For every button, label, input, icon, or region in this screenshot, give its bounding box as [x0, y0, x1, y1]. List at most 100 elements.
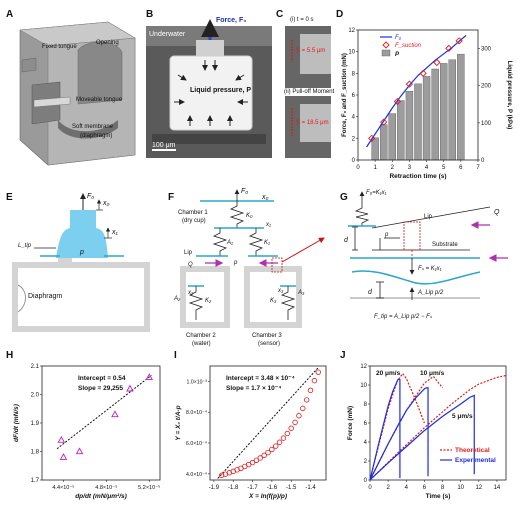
- label-f-p: p: [233, 260, 238, 266]
- x-tick-label: 6: [459, 165, 463, 171]
- x-axis-label: Time (s): [426, 493, 451, 500]
- point-fsuction: [419, 69, 427, 77]
- y2-tick-label: 0: [481, 158, 485, 164]
- y-tick-label: 1.0×10⁻³: [187, 379, 208, 385]
- annotation-slope: Slope = 29,255: [78, 385, 123, 392]
- label-f-x0: x₀: [261, 194, 269, 201]
- x-tick-label: 12: [475, 485, 482, 491]
- label-force: Force, F₀: [216, 17, 246, 24]
- data-point: [296, 413, 302, 419]
- x-tick-label: -1.4: [305, 485, 316, 491]
- label-e-x0: x₀: [102, 200, 110, 207]
- label-e-ltip: L_tip: [18, 243, 32, 249]
- bar-p: [371, 137, 379, 161]
- data-point: [145, 373, 154, 381]
- label-f-k1: K₁: [264, 240, 270, 246]
- panel-label-c: C: [276, 9, 283, 20]
- annotation-20: 20 μm/s: [376, 370, 401, 377]
- label-s-top: S = 5.5 μm: [296, 48, 325, 54]
- panel-label-a: A: [6, 9, 13, 20]
- fit-line: [56, 374, 152, 450]
- annotation-5: 5 μm/s: [452, 413, 473, 420]
- x-tick-label: 5: [442, 165, 446, 171]
- plot-frame: [209, 365, 327, 481]
- label-f-x2: x₂: [187, 290, 194, 296]
- label-soft-membrane: Soft membrane: [72, 124, 114, 130]
- label-diaphragm: (diaphragm): [80, 133, 112, 139]
- panel-label-d: D: [336, 9, 343, 20]
- label-f-chamber1: Chamber 1: [178, 210, 208, 216]
- y-tick-label: 2.0: [31, 393, 40, 399]
- y-axis-label: Y = X₀ t/A-p: [175, 405, 182, 440]
- label-g-d: d: [344, 237, 349, 244]
- label-f-chamber2-sub: (water): [192, 341, 211, 347]
- point-fsuction: [380, 118, 388, 126]
- label-f-a3: A₃: [297, 290, 305, 296]
- data-point: [292, 419, 298, 426]
- label-t0: (i) t = 0 s: [290, 17, 314, 23]
- label-f-x3: x₃: [277, 288, 284, 294]
- label-f-chamber3-sub: (sensor): [258, 341, 280, 347]
- data-point: [249, 459, 256, 466]
- label-f-k3: K₃: [270, 298, 277, 304]
- annotation-slope: Slope = 1.7 × 10⁻⁴: [226, 385, 281, 392]
- label-f-x1: x₁: [265, 222, 271, 228]
- bar-p: [422, 76, 431, 161]
- panel-e: E F₀ x₀ x₁ L_tip p Diaphragm: [6, 192, 150, 332]
- bar-p: [440, 63, 448, 161]
- data-point: [57, 435, 66, 443]
- label-g-eq-top: F₀=K₁x₁: [366, 190, 387, 196]
- panel-label-j: J: [340, 350, 346, 361]
- x-tick-label: -1.9: [209, 485, 220, 491]
- panel-f: F F₀ x₀ K₀: [168, 188, 325, 347]
- data-point: [300, 405, 306, 412]
- legend-experimental-label: Experimental: [455, 457, 496, 464]
- annotation-intercept: Intercept = 0.54: [78, 375, 126, 382]
- pressure-arrows: [174, 60, 248, 126]
- y2-tick-label: 300: [481, 47, 492, 53]
- y-tick-label: 6.0×10⁻⁴: [186, 441, 207, 447]
- panel-label-e: E: [6, 192, 13, 203]
- schematic-g: [348, 191, 508, 300]
- y-tick-label: 4: [364, 440, 368, 446]
- point-fsuction: [405, 80, 414, 88]
- label-pull-off: (ii) Pull-off Moment: [284, 89, 335, 95]
- x-tick-label: 14: [494, 485, 501, 491]
- data-point: [273, 443, 279, 449]
- label-g-ftip: F_tip = A_Lip p/2 − Fₛ: [374, 314, 433, 320]
- label-f-k2: K₂: [205, 298, 212, 304]
- bar-p: [431, 68, 439, 161]
- x-tick-label: 2: [391, 165, 395, 171]
- y-axis-label-left: Force, F₀ and F_suction (mN): [342, 53, 348, 137]
- label-s-bottom: S = 18.5 μm: [296, 120, 329, 126]
- x-tick-label: 4: [405, 485, 409, 491]
- chart-j: 0 2 4 6 8 10 12 14 0 2 4 6 8 10 12 20 μm/s 10 μm/s 5 μm/s…: [347, 364, 507, 500]
- legend-f0-label: F₀: [395, 35, 402, 41]
- data-point: [261, 452, 267, 459]
- y-tick-label: 2.1: [31, 364, 40, 370]
- y-tick-label: 1.8: [31, 450, 40, 456]
- bar-p: [380, 124, 388, 161]
- x-tick-label: 1: [373, 165, 377, 171]
- y-tick-label: 4: [352, 115, 356, 121]
- label-g-substrate: Substrate: [432, 242, 458, 248]
- data-point: [111, 410, 119, 418]
- x-tick-label: -1.7: [247, 485, 258, 491]
- point-fsuction: [368, 134, 376, 142]
- point-fsuction: [445, 44, 453, 53]
- label-underwater: Underwater: [149, 31, 186, 38]
- label-g-lip: Lip: [424, 214, 433, 220]
- data-point: [311, 377, 318, 384]
- label-e-x1: x₁: [111, 229, 119, 236]
- data-point: [288, 425, 294, 431]
- panel-j: J 0 2 4 6 8 10 12 14 0 2 4 6 8 10 12 20 μm/s 10 μm/s 5 μm…: [340, 350, 507, 500]
- y-tick-label: 4.0×10⁻⁴: [186, 472, 207, 478]
- panel-h: H 4.4×10⁻⁵ 4.8×10⁻⁵ 5.2×10⁻⁵ 1.7 1.8 1.9 2.0 2.…: [6, 350, 161, 500]
- y-tick-label: 1.9: [31, 421, 40, 427]
- panel-a: A Fixed tongue Opening Moveable tongue S…: [6, 9, 136, 166]
- series-theoretical-line: [369, 375, 444, 481]
- panel-g: G F₀=K₁x₁ Lip Q Subs: [340, 190, 508, 320]
- legend-fsuction-swatch: [382, 41, 390, 49]
- data-point: [75, 447, 84, 455]
- data-point: [269, 446, 275, 453]
